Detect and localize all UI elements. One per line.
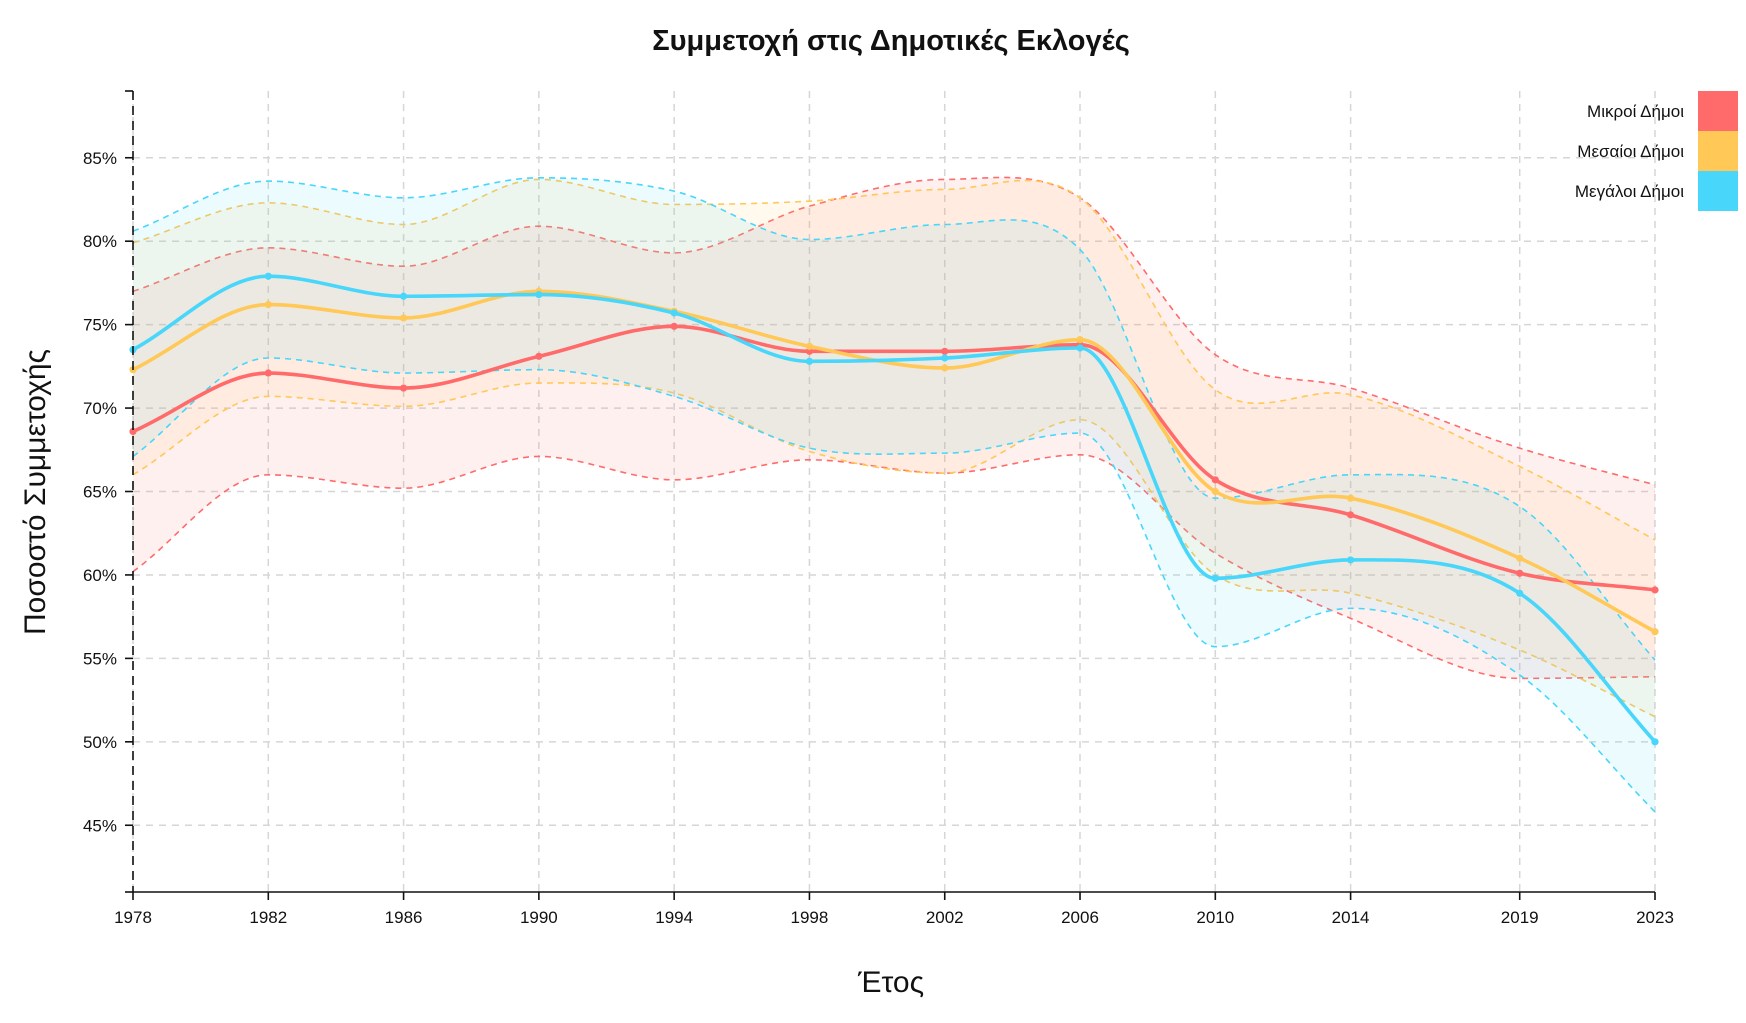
confidence-bands <box>132 176 1656 813</box>
x-tick-label: 1994 <box>655 908 693 927</box>
legend-label: Μεσαίοι Δήμοι <box>1577 142 1684 161</box>
upper-bound-line-0 <box>132 176 1656 486</box>
x-tick-label: 2023 <box>1636 908 1674 927</box>
data-point <box>399 314 408 322</box>
data-point <box>1651 738 1659 746</box>
data-point <box>535 352 543 360</box>
y-tick-label: 70% <box>83 399 117 418</box>
x-tick-label: 1998 <box>791 908 829 927</box>
x-tick-label: 2006 <box>1061 908 1099 927</box>
axes: 45% 50% 55% 60% 65% 70% 75% 80% 85% 1978 1982 1986 1… <box>83 90 1674 927</box>
data-point <box>1076 344 1084 352</box>
data-point <box>1651 586 1659 594</box>
legend-swatch <box>1698 91 1738 131</box>
confidence-band-0 <box>133 177 1655 679</box>
x-tick-label: 2019 <box>1501 908 1539 927</box>
y-tick-label: 55% <box>83 649 117 668</box>
data-point <box>670 322 678 330</box>
data-point <box>399 292 408 300</box>
data-point <box>941 354 949 362</box>
grid <box>132 91 1656 892</box>
chart-title: Συμμετοχή στις Δημοτικές Εκλογές <box>652 25 1130 57</box>
data-point <box>535 290 543 299</box>
data-point <box>399 384 408 392</box>
x-axis-label: Έτος <box>857 966 924 999</box>
data-point <box>670 309 678 317</box>
series-lines <box>129 272 1659 746</box>
x-tick-label: 2002 <box>926 908 964 927</box>
data-point <box>805 342 814 350</box>
y-tick-label: 65% <box>83 483 117 502</box>
series-line-1 <box>131 289 1657 634</box>
x-tick-label: 2010 <box>1196 908 1234 927</box>
data-point <box>1516 569 1524 577</box>
legend-label: Μικροί Δήμοι <box>1587 102 1684 121</box>
y-tick-label: 45% <box>83 816 117 835</box>
data-point <box>1516 589 1524 597</box>
x-tick-label: 1982 <box>249 908 287 927</box>
x-tick-label: 1990 <box>520 908 558 927</box>
lower-bound-line-2 <box>132 357 1656 813</box>
series-line-0 <box>131 324 1657 592</box>
legend-label: Μεγάλοι Δήμοι <box>1575 182 1684 201</box>
legend-swatch <box>1698 171 1738 211</box>
upper-bound-line-1 <box>132 178 1656 541</box>
legend-swatch <box>1698 131 1738 171</box>
y-axis-label: Ποσοστό Συμμετοχής <box>19 349 52 635</box>
data-point <box>1516 554 1524 562</box>
confidence-band-2 <box>133 177 1655 812</box>
data-point <box>1211 476 1219 484</box>
data-point <box>1211 487 1219 496</box>
data-point <box>1347 556 1355 564</box>
data-point <box>941 364 949 372</box>
lower-bound-line-1 <box>132 382 1656 718</box>
legend: Μικροί Δήμοι Μεσαίοι Δήμοι Μεγάλοι Δήμοι <box>1575 91 1738 211</box>
data-point <box>264 301 272 309</box>
data-point <box>1651 628 1659 636</box>
y-tick-label: 75% <box>83 316 117 335</box>
y-tick-label: 60% <box>83 566 117 585</box>
upper-bound-line-2 <box>132 176 1656 661</box>
data-point <box>805 357 814 365</box>
data-point <box>1211 574 1219 582</box>
y-tick-label: 85% <box>83 149 117 168</box>
data-point <box>1347 511 1355 519</box>
data-point <box>129 427 137 436</box>
data-point <box>805 347 814 355</box>
data-point <box>1347 494 1355 502</box>
x-tick-label: 1978 <box>114 908 152 927</box>
data-point <box>264 369 272 377</box>
x-tick-label: 1986 <box>385 908 423 927</box>
data-point <box>1076 336 1084 344</box>
y-tick-label: 80% <box>83 232 117 251</box>
data-point <box>941 347 949 355</box>
data-point <box>264 272 272 280</box>
confidence-band-1 <box>133 179 1655 717</box>
x-tick-label: 2014 <box>1332 908 1370 927</box>
y-tick-label: 50% <box>83 733 117 752</box>
